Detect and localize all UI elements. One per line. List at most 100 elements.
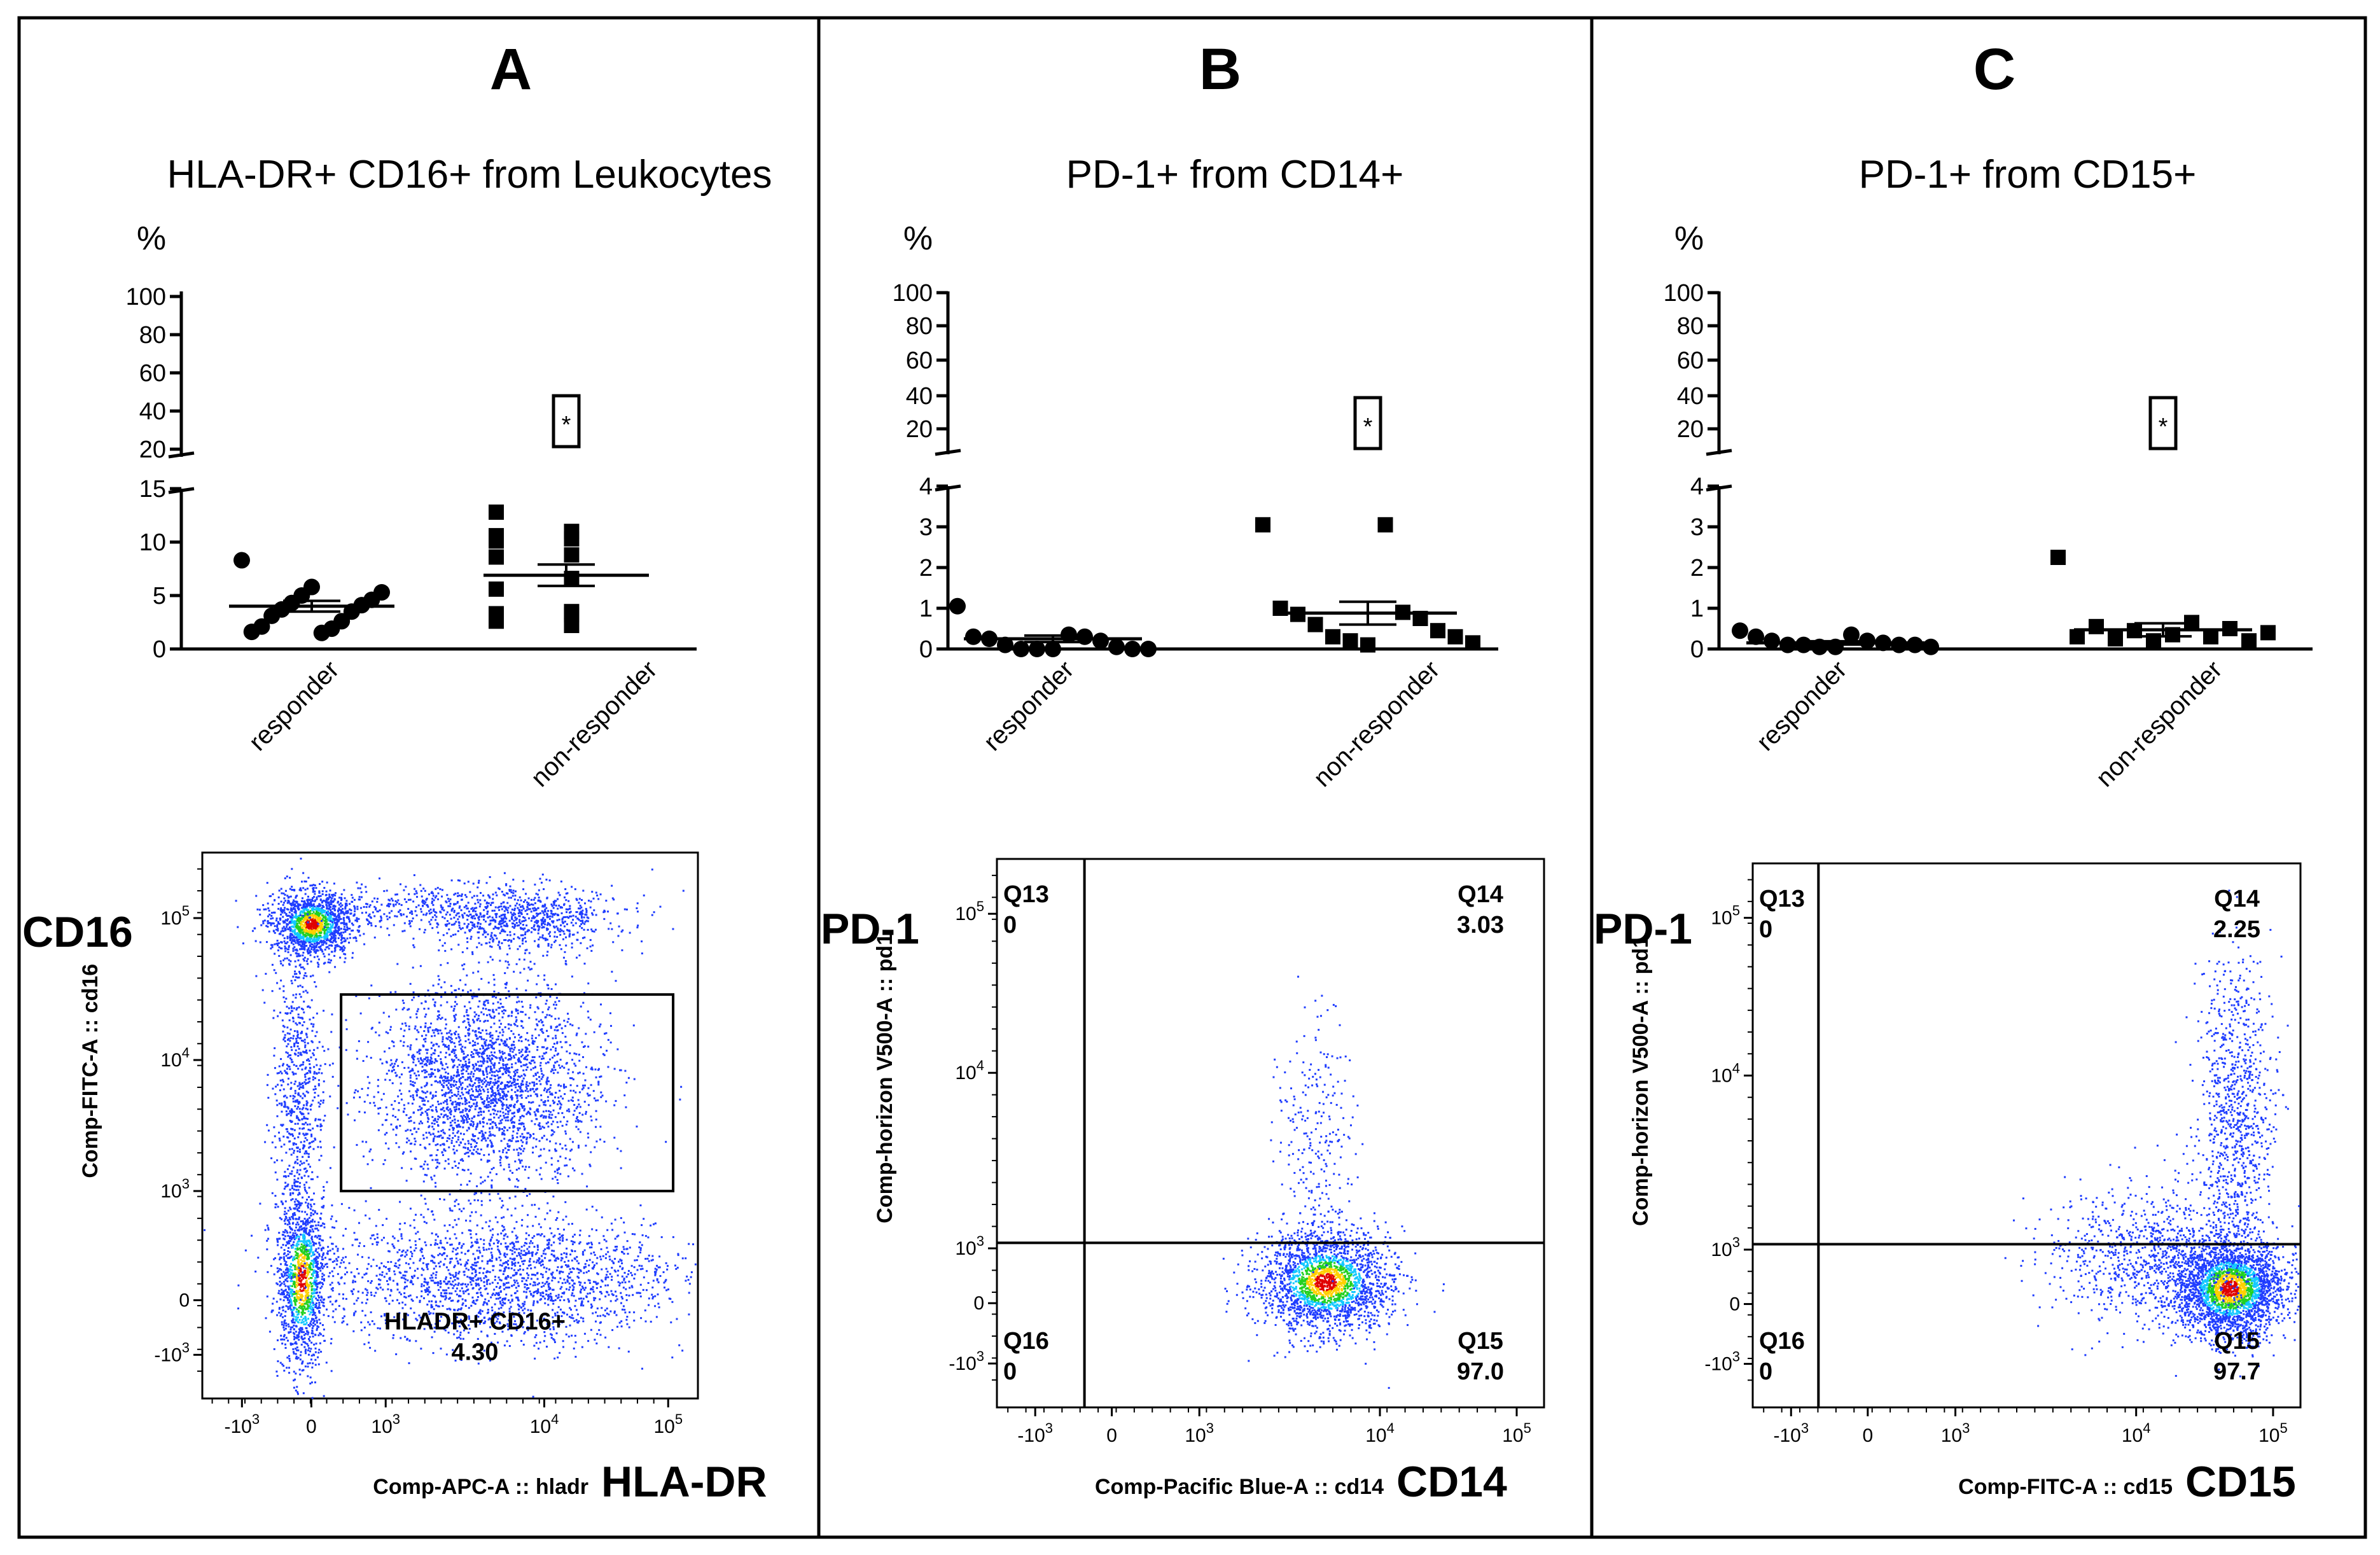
- flow-event: [302, 1247, 304, 1250]
- flow-event: [343, 919, 345, 922]
- flow-event: [465, 1091, 468, 1094]
- flow-event: [299, 963, 302, 966]
- flow-event: [334, 926, 337, 929]
- flow-event: [300, 1330, 302, 1332]
- flow-event: [300, 928, 302, 931]
- flow-event: [325, 921, 328, 923]
- flow-event: [270, 924, 272, 926]
- flow-event: [290, 980, 293, 982]
- flow-event: [450, 1005, 453, 1008]
- flow-event: [334, 949, 337, 951]
- flow-event: [270, 1265, 272, 1267]
- flow-event: [316, 1327, 319, 1330]
- flow-event: [331, 1281, 333, 1284]
- flow-event: [306, 1342, 309, 1345]
- flow-event: [286, 902, 289, 904]
- flow-event: [272, 917, 274, 919]
- flow-event: [281, 1274, 283, 1276]
- flow-event: [539, 1068, 542, 1070]
- flow-event: [493, 1084, 496, 1086]
- flow-event: [300, 1285, 303, 1287]
- flow-event: [298, 1119, 301, 1122]
- flow-event: [309, 1222, 311, 1224]
- flow-event: [524, 1064, 527, 1066]
- flow-event: [289, 1231, 291, 1234]
- flow-event: [285, 1325, 288, 1327]
- flow-event: [299, 1017, 302, 1019]
- flow-event: [272, 930, 275, 933]
- flow-event: [300, 1202, 303, 1204]
- flow-event: [312, 896, 315, 898]
- flow-event: [303, 1140, 305, 1143]
- flow-event: [298, 1173, 301, 1176]
- flow-event: [542, 1024, 545, 1026]
- flow-event: [331, 931, 333, 934]
- flow-event: [306, 1036, 309, 1038]
- flow-event: [527, 1090, 529, 1092]
- flow-event: [298, 1216, 300, 1218]
- flow-event: [312, 1274, 314, 1277]
- flow-event: [394, 1071, 397, 1074]
- flow-event: [288, 1276, 290, 1278]
- flow-event: [321, 1125, 323, 1127]
- flow-event: [295, 1037, 298, 1040]
- flow-event: [311, 1297, 314, 1300]
- flow-event: [315, 1224, 317, 1227]
- flow-event: [505, 1071, 508, 1074]
- flow-event: [299, 1373, 302, 1376]
- flow-event: [299, 1288, 302, 1291]
- flow-event: [284, 900, 287, 902]
- flow-event: [321, 1276, 324, 1278]
- flow-event: [297, 1203, 300, 1206]
- flow-event: [299, 1248, 302, 1251]
- flow-event: [536, 1071, 539, 1074]
- flow-event: [472, 1153, 475, 1155]
- flow-event: [306, 1118, 309, 1120]
- flow-event: [286, 1131, 289, 1133]
- flow-event: [461, 1076, 464, 1078]
- flow-event: [303, 1300, 305, 1302]
- flow-event: [304, 1283, 307, 1285]
- flow-event: [514, 1160, 517, 1162]
- flow-event: [319, 1287, 322, 1290]
- flow-event: [300, 1253, 302, 1256]
- flow-event: [288, 946, 290, 949]
- flow-event: [311, 946, 314, 949]
- flow-event: [365, 1141, 368, 1143]
- flow-event: [317, 946, 320, 949]
- flow-event: [312, 1259, 315, 1261]
- flow-event: [515, 1169, 518, 1171]
- flow-event: [322, 928, 324, 930]
- flow-event: [518, 1040, 520, 1042]
- flow-x-tick-label: 105: [653, 1411, 683, 1437]
- flow-event: [310, 1295, 312, 1297]
- flow-event: [307, 958, 309, 960]
- flow-event: [294, 1122, 296, 1125]
- flow-event: [316, 1276, 318, 1279]
- flow-event: [309, 1077, 311, 1080]
- flow-event: [470, 1073, 472, 1075]
- flow-event: [515, 1083, 517, 1085]
- flow-event: [330, 1288, 333, 1290]
- flow-event: [274, 952, 276, 955]
- flow-event: [292, 1134, 295, 1137]
- flow-event: [309, 935, 311, 938]
- flow-event: [300, 1112, 302, 1115]
- flow-event: [609, 1041, 612, 1043]
- flow-event: [316, 1307, 318, 1309]
- flow-event: [428, 1108, 430, 1111]
- flow-event: [430, 1084, 433, 1086]
- flow-event: [290, 1108, 293, 1110]
- flow-event: [317, 1229, 319, 1232]
- flow-event: [283, 1101, 286, 1103]
- flow-event: [283, 1283, 286, 1285]
- flow-event: [317, 1247, 320, 1250]
- flow-event: [310, 1263, 313, 1266]
- flow-event: [307, 1271, 310, 1273]
- flow-event: [319, 945, 322, 947]
- flow-event: [286, 948, 289, 951]
- flow-event: [403, 1104, 405, 1106]
- flow-event: [297, 935, 300, 938]
- flow-event: [308, 1266, 310, 1269]
- flow-event: [308, 1253, 310, 1255]
